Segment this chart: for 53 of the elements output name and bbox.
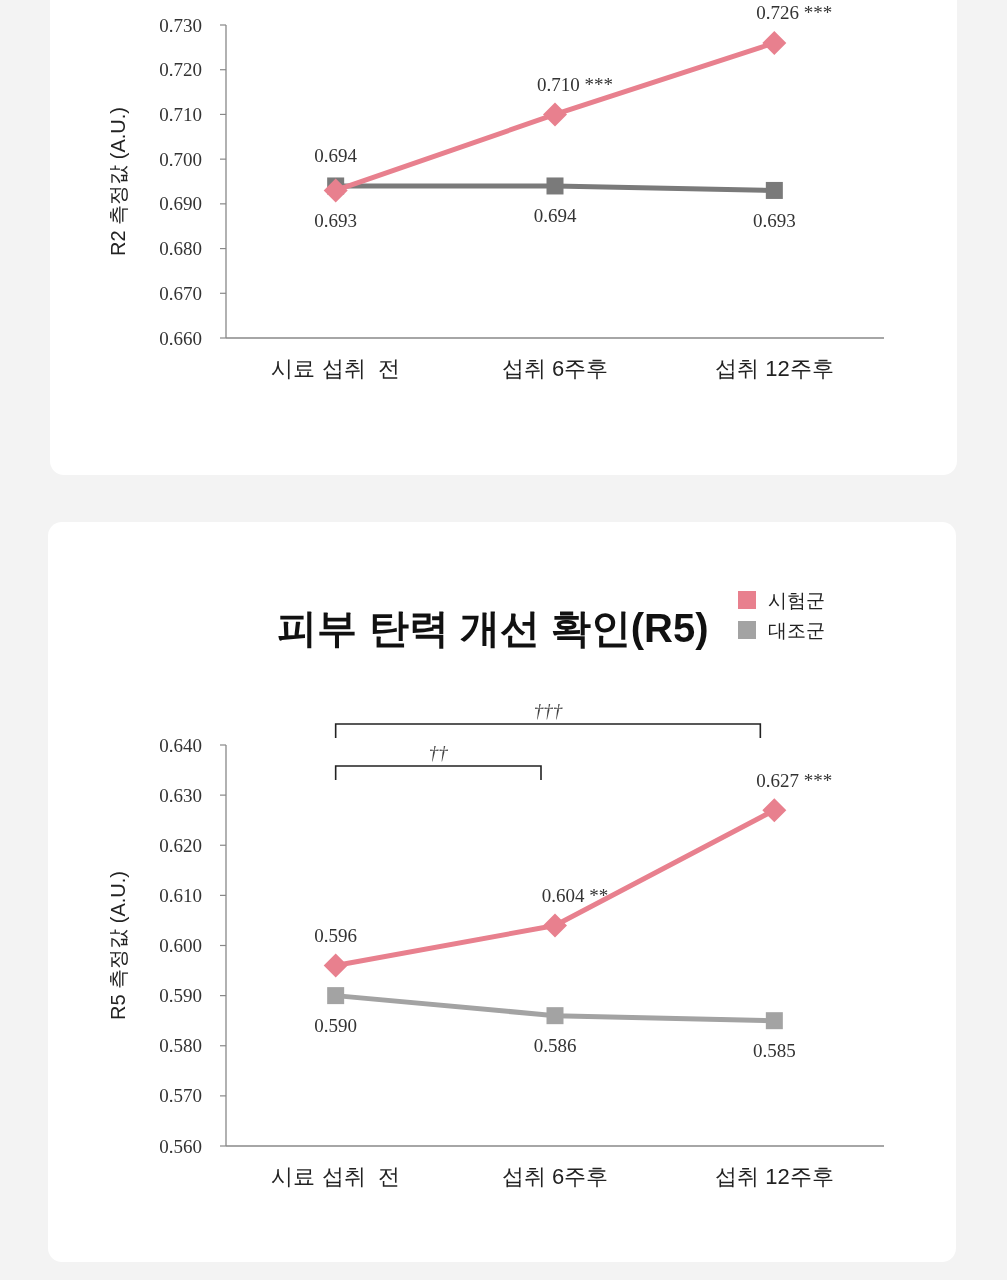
point xyxy=(765,1012,783,1030)
y-tick-label: 0.640 xyxy=(159,734,202,756)
legend-label: 대조군 xyxy=(768,619,825,641)
annotation: †† xyxy=(428,741,449,763)
point xyxy=(765,181,783,199)
y-tick-label: 0.630 xyxy=(159,784,202,806)
point xyxy=(327,987,345,1005)
x-tick-label: 섭취 6주후 xyxy=(501,1163,609,1189)
y-tick-label: 0.580 xyxy=(159,1035,202,1057)
x-tick-label: 시료 섭취 전 xyxy=(271,355,400,381)
y-tick-label: 0.690 xyxy=(159,193,202,215)
data-label: 0.604 ** xyxy=(541,884,609,906)
y-tick-label: 0.610 xyxy=(159,884,202,906)
y-tick-label: 0.600 xyxy=(159,935,202,956)
data-label: 0.693 xyxy=(314,209,358,231)
y-axis-title: R5 측정값 (A.U.) xyxy=(107,871,129,1020)
data-label: 0.694 xyxy=(314,145,358,167)
data-label: 0.596 xyxy=(314,925,358,947)
data-label: 0.585 xyxy=(752,1040,796,1062)
point xyxy=(546,177,564,195)
point xyxy=(323,178,348,203)
data-label: 0.710 *** xyxy=(537,73,613,95)
data-label: 0.693 xyxy=(752,209,796,231)
point xyxy=(546,1007,564,1025)
y-tick-label: 0.660 xyxy=(159,327,202,349)
text: ††† xyxy=(533,699,563,721)
data-label: 0.586 xyxy=(533,1035,577,1057)
y-tick-label: 0.710 xyxy=(159,103,202,125)
y-tick-label: 0.570 xyxy=(159,1085,202,1107)
legend-label: 시험군 xyxy=(768,589,825,611)
point xyxy=(543,102,567,127)
y-tick-label: 0.670 xyxy=(159,282,202,304)
x-tick-label: 섭취 12주후 xyxy=(715,355,834,381)
chart-title: 피부 탄력 개선 확인(R5) xyxy=(277,606,709,650)
data-label: 0.627 *** xyxy=(756,769,833,791)
y-tick-label: 0.730 xyxy=(159,14,202,36)
point xyxy=(762,798,787,823)
y-tick-label: 0.590 xyxy=(159,985,202,1007)
data-label: 0.694 xyxy=(533,205,577,227)
y-tick-label: 0.620 xyxy=(159,834,202,856)
x-tick-label: 섭취 6주후 xyxy=(501,355,609,381)
y-tick-label: 0.560 xyxy=(159,1135,202,1157)
y-tick-label: 0.720 xyxy=(159,59,202,81)
y-tick-label: 0.680 xyxy=(159,238,202,260)
x-tick-label: 섭취 12주후 xyxy=(715,1163,834,1189)
data-label: 0.590 xyxy=(314,1015,358,1037)
y-axis-title: R2 측정값 (A.U.) xyxy=(107,107,129,256)
point xyxy=(323,953,348,978)
data-label: 0.726 *** xyxy=(756,2,833,24)
x-tick-label: 시료 섭취 전 xyxy=(271,1163,400,1189)
y-tick-label: 0.700 xyxy=(159,148,202,170)
point xyxy=(543,913,567,938)
point xyxy=(762,30,787,55)
